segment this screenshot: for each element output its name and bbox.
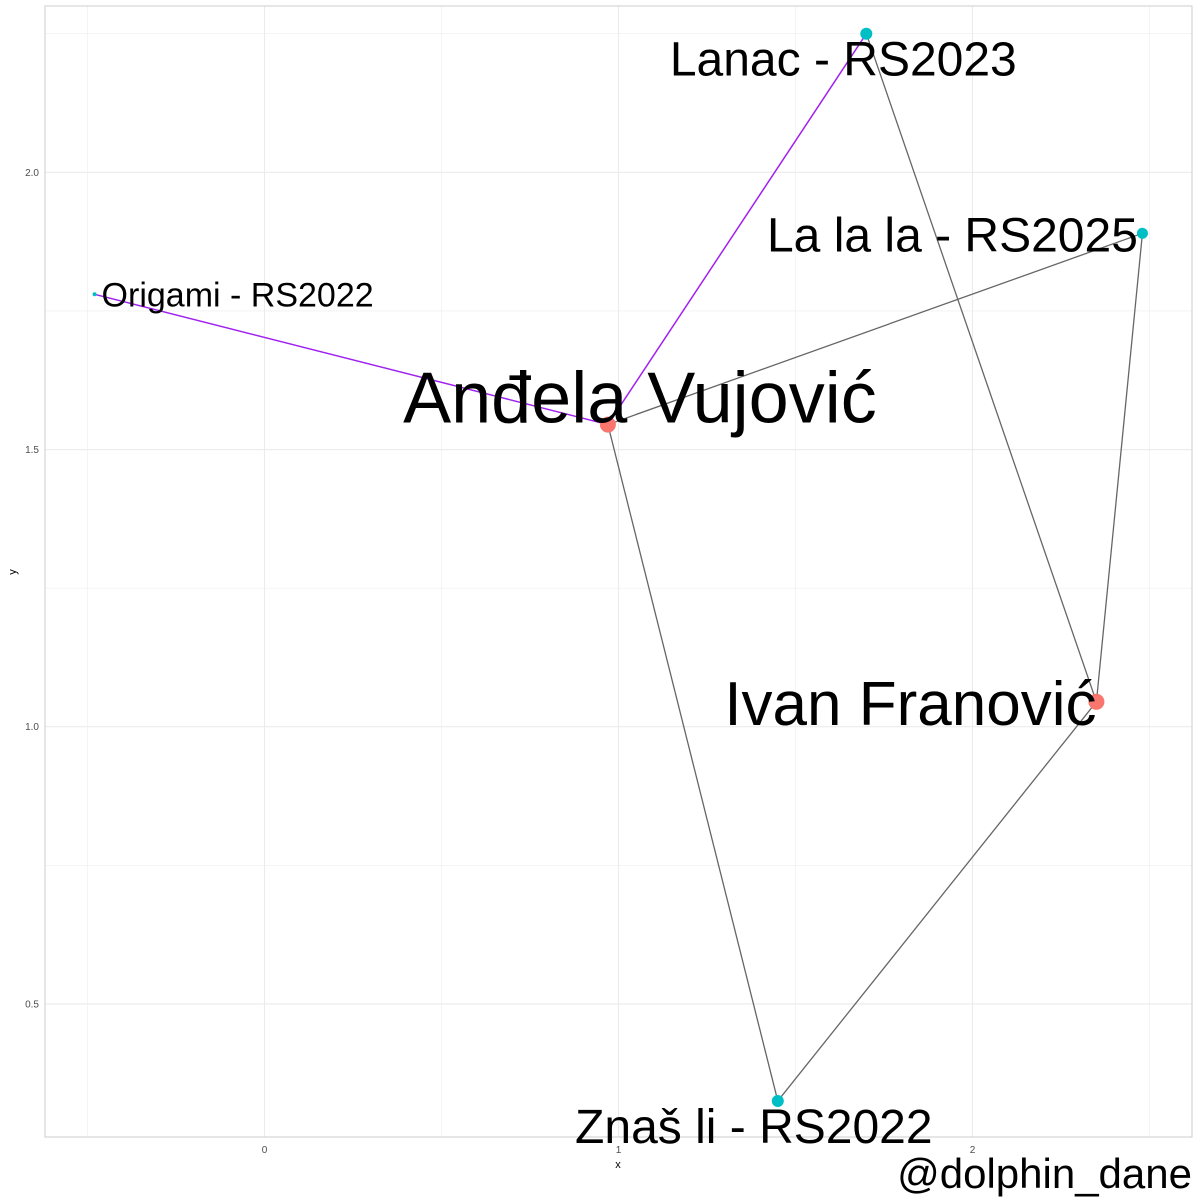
x-tick-label: 0	[262, 1145, 268, 1156]
network-edge	[607, 424, 779, 1102]
y-tick-label: 0.5	[25, 999, 39, 1010]
y-tick-label: 1.5	[25, 445, 39, 456]
network-edge	[1095, 233, 1144, 702]
caption: @dolphin_dane	[897, 1150, 1192, 1197]
y-axis-title: y	[7, 569, 19, 575]
song-label: La la la - RS2025	[767, 209, 1138, 262]
highlight-edge	[607, 33, 867, 425]
person-label: Ivan Franović	[724, 670, 1096, 739]
song-label: Lanac - RS2023	[670, 34, 1017, 87]
network-edge	[607, 232, 1143, 426]
node-labels: Anđela Vujović Ivan Franović Lanac - RS202…	[102, 34, 1138, 1154]
grid-lines	[45, 6, 1192, 1137]
network-edge	[865, 33, 1098, 702]
x-axis-title: x	[615, 1159, 621, 1171]
person-label: Anđela Vujović	[403, 359, 877, 439]
song-label: Znaš li - RS2022	[575, 1101, 933, 1154]
person-node	[599, 416, 616, 433]
y-tick-label: 2.0	[25, 168, 39, 179]
axis-ticks: 0 1 2 0.5 1.0 1.5 2.0	[25, 168, 976, 1156]
song-node	[92, 292, 97, 297]
network-edges	[94, 33, 1144, 1102]
song-node	[771, 1094, 784, 1107]
song-node	[860, 27, 873, 40]
panel-border	[44, 5, 1193, 1138]
y-tick-label: 1.0	[25, 722, 39, 733]
song-node	[1136, 227, 1148, 239]
network-nodes	[92, 27, 1148, 1107]
song-label: Origami - RS2022	[102, 276, 374, 314]
highlight-edge	[94, 293, 609, 426]
network-edge	[777, 701, 1097, 1102]
x-tick-label: 1	[616, 1145, 622, 1156]
x-tick-label: 2	[970, 1145, 976, 1156]
person-node	[1088, 693, 1105, 710]
